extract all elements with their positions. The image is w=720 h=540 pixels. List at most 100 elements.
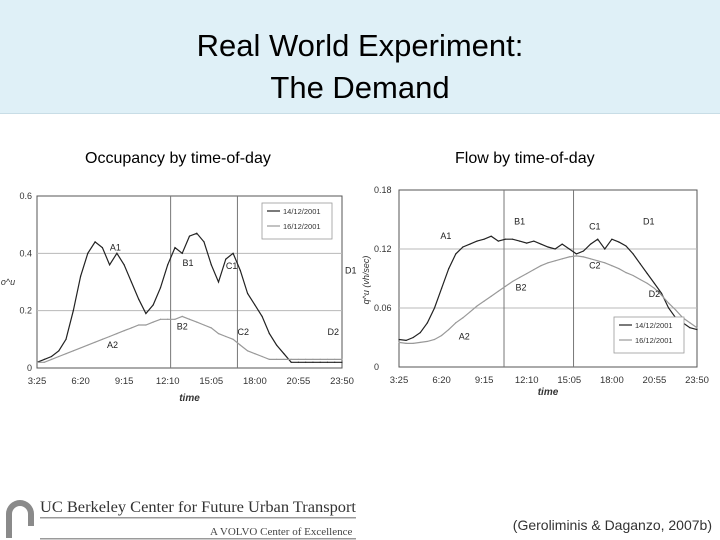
y-tick-label: 0 bbox=[374, 362, 379, 372]
data-point bbox=[341, 361, 343, 363]
data-point bbox=[632, 274, 634, 277]
data-point bbox=[43, 361, 45, 363]
data-point bbox=[448, 268, 450, 270]
data-point bbox=[312, 358, 314, 360]
plot-frame bbox=[398, 189, 698, 368]
y-tick-label: 0.2 bbox=[19, 306, 32, 316]
data-point bbox=[50, 358, 53, 360]
data-point bbox=[181, 252, 183, 254]
data-point bbox=[225, 335, 227, 338]
legend-label: 16/12/2001 bbox=[283, 222, 321, 231]
data-point bbox=[297, 358, 300, 360]
data-point bbox=[646, 282, 648, 285]
data-point bbox=[196, 321, 198, 323]
data-point bbox=[568, 256, 570, 258]
y-tick-label: 0.4 bbox=[19, 248, 32, 258]
data-point bbox=[297, 361, 300, 363]
data-point bbox=[152, 304, 154, 306]
data-point bbox=[469, 311, 471, 313]
x-tick-label: 3:25 bbox=[28, 376, 47, 387]
y-tick-label: 0.18 bbox=[374, 185, 392, 195]
data-point bbox=[50, 355, 53, 358]
data-point bbox=[217, 333, 220, 335]
data-point bbox=[575, 255, 577, 257]
data-point bbox=[254, 304, 256, 306]
annotation-c2: C2 bbox=[589, 261, 601, 271]
data-point bbox=[412, 342, 414, 344]
data-point bbox=[43, 358, 45, 360]
annotation-d2: D2 bbox=[649, 289, 661, 299]
data-point bbox=[405, 342, 407, 344]
data-point bbox=[554, 260, 556, 262]
data-point bbox=[519, 276, 521, 279]
data-point bbox=[341, 358, 343, 360]
data-point bbox=[334, 361, 336, 363]
x-tick-label: 20:55 bbox=[643, 375, 667, 386]
flow-chart: 0 0.06 0.12 0.18 3:25 6:20 9:15 12:10 15:05 18:00… bbox=[362, 185, 709, 398]
data-point bbox=[138, 298, 140, 300]
data-point bbox=[116, 333, 118, 335]
data-point bbox=[568, 248, 570, 250]
data-point bbox=[174, 247, 176, 249]
plot-frame bbox=[36, 195, 343, 369]
data-point bbox=[433, 307, 436, 309]
data-point bbox=[130, 327, 133, 329]
data-point bbox=[653, 287, 656, 289]
data-point bbox=[689, 322, 691, 324]
logo-bar-bottom bbox=[40, 538, 356, 540]
data-point bbox=[604, 248, 606, 250]
data-point bbox=[476, 305, 478, 307]
series-line-16-12-2001 bbox=[37, 315, 342, 363]
annotation-d2: D2 bbox=[328, 327, 340, 337]
data-point bbox=[575, 253, 577, 255]
data-point bbox=[232, 252, 234, 254]
data-point bbox=[188, 318, 191, 320]
data-point bbox=[625, 245, 627, 247]
data-point bbox=[305, 358, 307, 360]
x-tick-label: 9:15 bbox=[115, 376, 134, 387]
data-point bbox=[455, 253, 457, 255]
x-axis-label: time bbox=[179, 393, 200, 404]
data-point bbox=[232, 338, 234, 340]
chart-legend: 14/12/2001 16/12/2001 bbox=[261, 202, 333, 240]
data-point bbox=[540, 243, 542, 245]
x-tick-label: 18:00 bbox=[243, 376, 267, 387]
data-point bbox=[426, 340, 428, 343]
data-point bbox=[547, 262, 549, 264]
x-tick-label: 6:20 bbox=[71, 376, 90, 387]
data-point bbox=[547, 246, 549, 248]
uc-berkeley-logo: UC Berkeley Center for Future Urban Tran… bbox=[6, 499, 357, 540]
data-point bbox=[87, 344, 89, 346]
x-tick-label: 23:50 bbox=[330, 376, 354, 387]
x-tick-label: 18:00 bbox=[600, 375, 624, 386]
x-tick-label: 12:10 bbox=[515, 375, 539, 386]
legend-box bbox=[613, 316, 685, 354]
data-point bbox=[660, 294, 663, 296]
annotation-c2: C2 bbox=[237, 327, 249, 337]
x-tick-label: 6:20 bbox=[432, 375, 451, 386]
data-point bbox=[246, 292, 249, 295]
logo-bar-top bbox=[40, 517, 356, 519]
data-point bbox=[675, 309, 677, 311]
data-point bbox=[261, 315, 263, 317]
data-point bbox=[152, 321, 154, 323]
data-point bbox=[653, 282, 656, 285]
data-point bbox=[589, 243, 592, 245]
flow-chart-caption: Flow by time-of-day bbox=[455, 150, 595, 167]
x-tick-label: 15:05 bbox=[199, 376, 223, 387]
y-axis-label: q^u (vh/sec) bbox=[362, 256, 371, 305]
data-point bbox=[123, 330, 125, 332]
data-point bbox=[138, 324, 140, 326]
annotation-d1: D1 bbox=[345, 265, 357, 275]
y-tick-label: 0.6 bbox=[19, 191, 32, 201]
data-point bbox=[611, 238, 613, 240]
data-point bbox=[497, 240, 499, 242]
data-point bbox=[455, 322, 457, 324]
occupancy-chart-caption: Occupancy by time-of-day bbox=[85, 150, 271, 167]
data-point bbox=[618, 268, 620, 270]
x-tick-label: 15:05 bbox=[557, 375, 581, 386]
data-point bbox=[426, 322, 428, 324]
title-band: Real World Experiment: The Demand bbox=[0, 0, 720, 114]
data-point bbox=[582, 256, 585, 258]
data-point bbox=[632, 253, 634, 255]
